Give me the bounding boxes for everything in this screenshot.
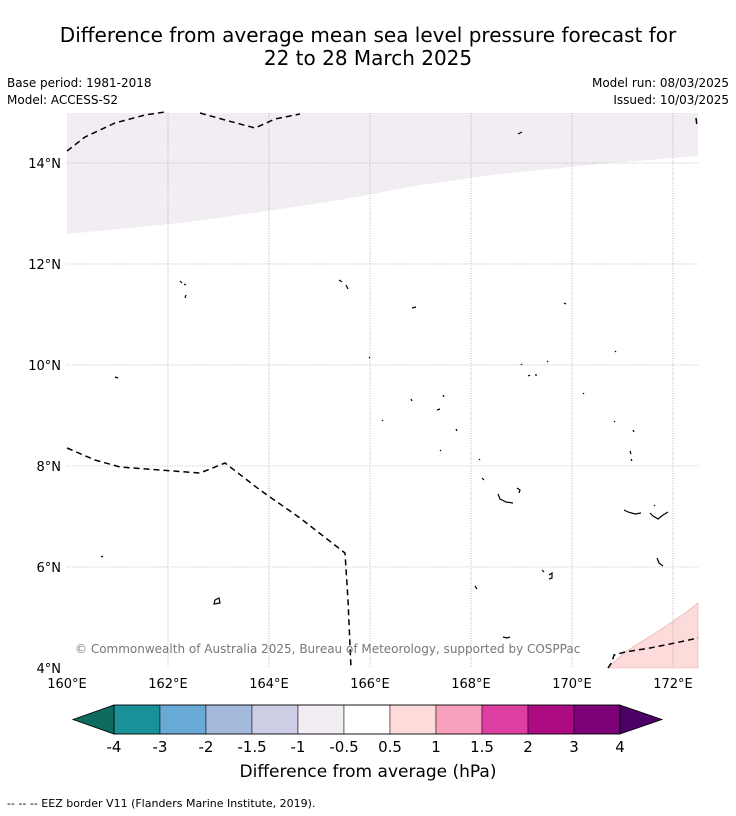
colorbar-swatch — [573, 704, 621, 735]
model-name: Model: ACCESS-S2 — [7, 93, 119, 107]
colorbar-tick-label: -4 — [107, 738, 122, 756]
model-run: Model run: 08/03/2025 — [591, 76, 729, 90]
island — [213, 597, 221, 605]
island — [520, 360, 549, 377]
colorbar-arrow-right — [619, 704, 664, 735]
colorbar-tick-label: 0.5 — [378, 738, 402, 756]
lat-tick-label: 14°N — [28, 157, 61, 172]
colorbar-tick-label: 1 — [431, 738, 441, 756]
island — [100, 555, 104, 558]
colorbar-tick-label: 2 — [523, 738, 533, 756]
lon-tick-label: 164°E — [249, 677, 289, 692]
island — [474, 585, 478, 590]
island — [563, 302, 567, 305]
colorbar-swatch — [481, 704, 529, 735]
colorbar-tick-label: -0.5 — [329, 738, 358, 756]
lat-tick-label: 6°N — [37, 561, 62, 576]
map-title-line2: 22 to 28 March 2025 — [263, 46, 473, 70]
lat-tick-label: 12°N — [28, 258, 61, 273]
eez-border-north — [66, 111, 166, 152]
colorbar-tick-label: -1.5 — [237, 738, 266, 756]
colorbar-swatch — [297, 704, 345, 735]
colorbar: -4 -3 -2 -1.5 -1 -0.5 0.5 1 1.5 2 3 4 — [71, 704, 664, 756]
island — [497, 487, 521, 504]
base-period: Base period: 1981-2018 — [7, 76, 152, 90]
island — [179, 280, 187, 299]
eez-border-northeast — [695, 117, 698, 127]
colorbar-swatch — [205, 704, 253, 735]
eez-border-southeast — [607, 637, 699, 669]
colorbar-swatch — [343, 704, 391, 735]
island — [478, 458, 485, 481]
island — [368, 356, 371, 359]
colorbar-swatch — [159, 704, 207, 735]
lat-tick-label: 4°N — [37, 662, 62, 677]
map-title-line1: Difference from average mean sea level p… — [59, 23, 677, 47]
colorbar-tick-label: -2 — [199, 738, 214, 756]
island — [439, 449, 633, 462]
lon-tick-label: 160°E — [47, 677, 87, 692]
island — [114, 376, 119, 379]
colorbar-tick-label: 4 — [615, 738, 625, 756]
anomaly-region-negative — [67, 113, 698, 234]
colorbar-swatch — [435, 704, 483, 735]
lat-tick-label: 10°N — [28, 359, 61, 374]
footer-legend: -- -- -- EEZ border V11 (Flanders Marine… — [7, 797, 316, 810]
colorbar-tick-label: 3 — [569, 738, 579, 756]
island — [411, 306, 417, 309]
island — [410, 394, 445, 411]
island — [582, 392, 585, 395]
colorbar-outline — [113, 704, 621, 735]
lon-tick-label: 162°E — [148, 677, 188, 692]
issued-date: Issued: 10/03/2025 — [613, 93, 729, 107]
colorbar-swatch — [113, 704, 161, 735]
island — [338, 279, 349, 290]
copyright-notice: © Commonwealth of Australia 2025, Bureau… — [75, 642, 580, 656]
colorbar-tick-label: -1 — [291, 738, 306, 756]
island — [502, 636, 511, 639]
island — [623, 504, 669, 520]
colorbar-tick-label: 1.5 — [470, 738, 494, 756]
lon-tick-label: 166°E — [350, 677, 390, 692]
lat-tick-label: 8°N — [37, 460, 62, 475]
eez-borders — [66, 111, 699, 669]
longitude-ticks: 160°E 162°E 164°E 166°E 168°E 170°E 172°E — [47, 677, 693, 692]
map-panel: © Commonwealth of Australia 2025, Bureau… — [66, 111, 699, 669]
colorbar-swatch — [251, 704, 299, 735]
island — [656, 557, 664, 567]
colorbar-tick-label: -3 — [153, 738, 168, 756]
lon-tick-label: 168°E — [451, 677, 491, 692]
island — [381, 419, 635, 433]
gridlines — [67, 113, 698, 668]
colorbar-title: Difference from average (hPa) — [239, 762, 497, 782]
colorbar-arrow-left — [71, 704, 115, 735]
lon-tick-label: 172°E — [653, 677, 693, 692]
eez-border-west — [66, 447, 352, 669]
island — [541, 569, 553, 580]
colorbar-swatch — [389, 704, 437, 735]
colorbar-swatch — [527, 704, 575, 735]
lon-tick-label: 170°E — [552, 677, 592, 692]
islands — [100, 131, 669, 639]
island — [517, 131, 523, 135]
latitude-ticks: 14°N 12°N 10°N 8°N 6°N 4°N — [28, 157, 61, 677]
island — [614, 350, 617, 353]
